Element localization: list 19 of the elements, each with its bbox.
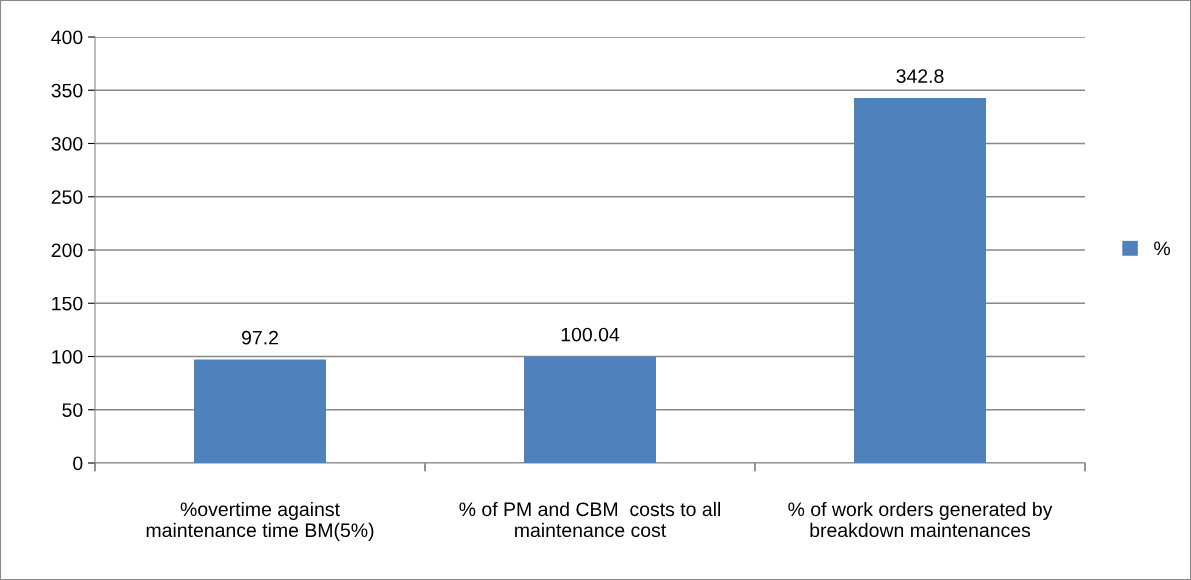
data-label: 342.8 xyxy=(896,69,944,83)
y-tick-label: 250 xyxy=(51,190,83,204)
y-tick-label: 200 xyxy=(51,243,83,258)
y-tick-label: 400 xyxy=(51,30,83,45)
legend-label: % xyxy=(1154,241,1171,256)
y-tick-label: 100 xyxy=(52,349,83,364)
bar xyxy=(524,356,656,463)
bar xyxy=(194,359,326,463)
x-tick-label: %overtime against maintenance time BM(5%) xyxy=(146,501,374,541)
y-tick-label: 300 xyxy=(51,136,83,151)
y-tick-label: 150 xyxy=(52,296,83,311)
y-tick-label: 350 xyxy=(51,83,83,98)
bar xyxy=(854,97,986,463)
y-tick-label: 0 xyxy=(73,456,83,471)
y-tick-label: 50 xyxy=(62,403,83,417)
x-tick-label: % of work orders generated by breakdown maintenances xyxy=(788,501,1053,538)
x-tick-label: % of PM and CBM costs to all maintenance cost xyxy=(459,501,720,538)
data-label: 97.2 xyxy=(241,330,278,345)
data-label: 100.04 xyxy=(561,327,620,342)
